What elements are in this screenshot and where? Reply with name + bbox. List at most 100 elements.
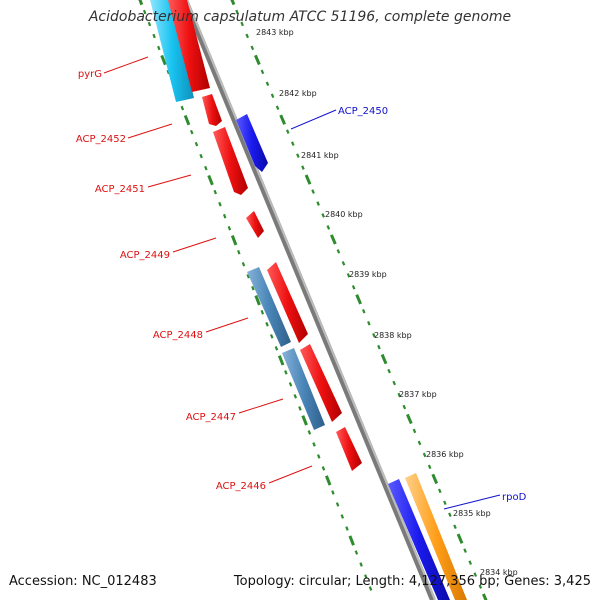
label-pyrG: pyrG (78, 69, 102, 80)
tick-mark (246, 274, 250, 279)
scale-label-2841: 2841 kbp (301, 151, 339, 160)
leader-ACP_2448 (205, 317, 249, 333)
tick-mark (189, 129, 194, 135)
gene-ACP_2448-a (247, 267, 291, 347)
gene-ACP_2446 (336, 427, 362, 471)
tick-mark (321, 213, 326, 218)
genome-backbone (182, 0, 436, 600)
summary-text: Topology: circular; Length: 4,127,356 bp… (233, 574, 591, 589)
tick-mark (397, 392, 402, 398)
tick-mark (235, 9, 239, 15)
tick-mark (298, 406, 302, 411)
tick-mark (417, 440, 422, 446)
tick-mark (301, 415, 308, 426)
tick-mark (230, 235, 238, 246)
tick-mark (307, 430, 312, 435)
tick-mark (406, 413, 413, 425)
gene-ACP_2452-neighbor (168, 0, 210, 92)
tick-mark (392, 380, 397, 386)
gene-ACP_2447 (300, 344, 342, 422)
scale-label-2840: 2840 kbp (325, 210, 363, 219)
label-ACP_2451: ACP_2451 (95, 184, 145, 195)
label-ACP_2449: ACP_2449 (120, 250, 170, 261)
gene-pyrG (150, 0, 194, 102)
tick-mark (279, 114, 286, 125)
tick-mark (142, 9, 147, 15)
leader-rpoD (443, 494, 501, 510)
label-ACP_2448: ACP_2448 (153, 330, 203, 341)
leader-ACP_2447 (238, 398, 284, 414)
tick-mark (361, 308, 366, 314)
tick-mark (341, 261, 346, 266)
tick-mark (199, 153, 203, 159)
tick-mark (296, 153, 300, 158)
leader-ACP_2451 (147, 174, 192, 188)
tick-mark (265, 321, 269, 327)
tick-mark (265, 81, 270, 87)
tick-mark (285, 129, 290, 134)
tick-mark (453, 524, 457, 530)
tick-mark (377, 344, 381, 350)
tick-mark (240, 21, 244, 27)
tick-mark (227, 226, 232, 231)
scale-label-2838: 2838 kbp (374, 331, 412, 340)
label-ACP_2450: ACP_2450 (338, 106, 388, 117)
outer-tick-track (230, 0, 488, 600)
tick-mark (368, 586, 373, 591)
scale-label-2835: 2835 kbp (453, 509, 491, 518)
tick-mark (345, 526, 349, 531)
tick-mark (348, 535, 355, 546)
tick-mark (456, 533, 464, 544)
inner-tick-track (138, 0, 373, 591)
tick-mark (157, 45, 161, 51)
tick-mark (194, 141, 199, 147)
leader-ACP_2450 (290, 109, 337, 130)
scale-label-2837: 2837 kbp (399, 390, 437, 399)
tick-mark (463, 548, 467, 553)
tick-mark (147, 21, 152, 27)
tick-mark (354, 550, 359, 555)
tick-mark (335, 502, 340, 507)
tick-mark (270, 93, 275, 99)
tick-mark (290, 141, 295, 146)
tick-mark (367, 320, 371, 326)
tick-mark (213, 189, 218, 195)
label-ACP_2446: ACP_2446 (216, 481, 266, 492)
tick-mark (325, 475, 332, 486)
tick-mark (351, 285, 356, 290)
gene-ACP_2451 (213, 127, 248, 195)
tick-mark (183, 114, 191, 126)
tick-mark (443, 500, 447, 506)
tick-mark (326, 225, 331, 230)
tick-mark (160, 54, 167, 66)
tick-mark (284, 370, 288, 375)
tick-mark (380, 353, 388, 365)
tick-mark (387, 368, 391, 374)
label-ACP_2452: ACP_2452 (76, 134, 126, 145)
tick-mark (427, 464, 432, 470)
gene-rpoD-neighbor (388, 479, 450, 600)
tick-mark (340, 514, 345, 519)
tick-mark (422, 452, 427, 458)
tick-mark (254, 54, 261, 66)
leader-ACP_2452 (127, 123, 173, 139)
leader-ACP_2446 (268, 465, 313, 484)
tick-mark (274, 346, 279, 351)
tick-mark (293, 394, 298, 399)
tick-mark (355, 294, 362, 305)
tick-mark (138, 0, 144, 6)
tick-mark (412, 428, 417, 434)
tick-mark (254, 295, 261, 306)
tick-mark (448, 512, 452, 518)
tick-mark (204, 165, 208, 171)
tick-mark (478, 584, 483, 589)
tick-mark (312, 442, 316, 447)
gene-ACP_2452 (202, 94, 222, 126)
tick-mark (336, 249, 341, 254)
tick-mark (330, 234, 337, 245)
tick-mark (237, 250, 241, 255)
tick-mark (288, 382, 293, 387)
scale-label-2839: 2839 kbp (349, 270, 387, 279)
tick-mark (230, 0, 236, 6)
